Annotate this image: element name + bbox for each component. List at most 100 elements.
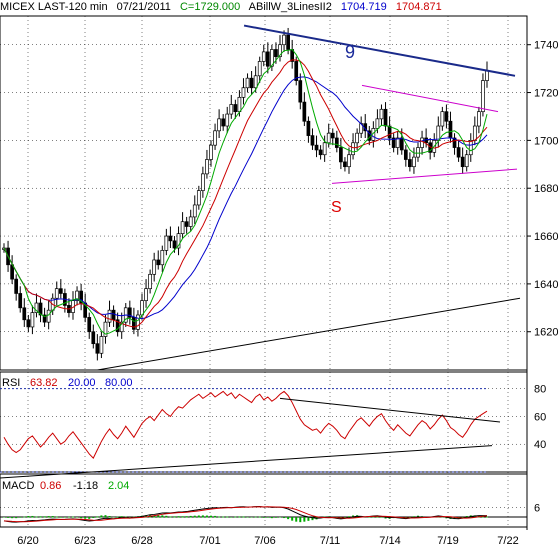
candle-body: [448, 120, 453, 139]
rsi-line: [3, 390, 488, 459]
candle-body: [217, 118, 221, 132]
macd-hist-bar: [201, 515, 204, 518]
candle-body: [184, 221, 189, 227]
candle-body: [209, 144, 213, 160]
macd-hist-bar: [210, 515, 212, 518]
candle-body: [343, 161, 347, 168]
macd-hist-bar: [279, 516, 281, 518]
candle-body: [54, 288, 59, 299]
macd-value-1: 0.86: [40, 480, 61, 492]
candle-body: [326, 132, 331, 144]
candle-body: [160, 250, 165, 266]
macd-hist-bar: [112, 516, 115, 518]
macd-hist-bar: [246, 516, 249, 518]
signal-s-label: S: [331, 199, 342, 216]
candle-body: [468, 140, 473, 156]
macd-hist-bar: [486, 516, 488, 518]
macd-hist-bar: [55, 516, 58, 518]
rsi-label: RSI: [2, 377, 20, 389]
candle-body: [403, 149, 408, 160]
candle-body: [253, 75, 258, 89]
candle-body: [282, 34, 286, 46]
candle-body: [339, 147, 343, 163]
macd-hist-bar: [234, 516, 237, 518]
candle-body: [30, 312, 35, 328]
candle-body: [213, 130, 217, 146]
macd-hist-bar: [177, 516, 180, 518]
macd-hist-bar: [173, 516, 176, 518]
macd-hist-bar: [481, 516, 484, 518]
macd-hist-bar: [295, 517, 298, 522]
candle-body: [383, 108, 388, 127]
candle-body: [420, 137, 424, 148]
macd-hist-bar: [27, 516, 30, 518]
macd-hist-bar: [165, 515, 168, 518]
candle-body: [477, 111, 481, 127]
macd-hist-bar: [299, 517, 302, 523]
macd-hist-bar: [19, 517, 22, 518]
date-tick-label: 7/06: [254, 535, 275, 547]
candle-body: [144, 288, 148, 301]
date-tick-label: 7/19: [437, 535, 458, 547]
rsi-level-high: 80.00: [105, 377, 133, 389]
macd-hist-bar: [67, 516, 70, 518]
macd-hist-bar: [238, 516, 241, 518]
rsi-support-line: [0, 445, 493, 479]
macd-hist-bar: [218, 516, 221, 518]
macd-value-2: -1.18: [73, 480, 98, 492]
macd-hist-bar: [242, 516, 245, 518]
candle-body: [286, 34, 290, 50]
candle-body: [38, 302, 43, 316]
macd-hist-bar: [376, 516, 379, 518]
candle-body: [115, 319, 120, 333]
macd-hist-bar: [116, 516, 119, 518]
macd-hist-bar: [465, 516, 468, 518]
macd-hist-bar: [3, 517, 5, 518]
macd-hist-bar: [80, 517, 83, 519]
macd-hist-bar: [214, 515, 217, 518]
candle-body: [140, 300, 144, 316]
ma-mid-line: [3, 59, 488, 328]
candle-body: [481, 80, 485, 113]
candle-body: [278, 44, 282, 58]
candle-body: [330, 132, 335, 139]
candle-body: [164, 235, 169, 251]
channel-lower-line: [331, 168, 518, 184]
candle-body: [241, 87, 246, 98]
macd-hist-bar: [384, 517, 387, 519]
rsi-value: 63.82: [30, 377, 58, 389]
channel-upper-line: [361, 84, 499, 113]
candle-body: [314, 144, 319, 151]
candle-body: [127, 307, 132, 318]
rsi-level-low: 20.00: [68, 377, 96, 389]
candle-body: [408, 159, 412, 168]
candle-body: [440, 111, 445, 127]
rsi-tick-label: 80: [534, 384, 546, 396]
candle-body: [99, 336, 104, 354]
candle-body: [111, 309, 116, 321]
macd-hist-bar: [181, 516, 184, 518]
candle-body: [172, 240, 177, 249]
ma-slow-line: [3, 76, 488, 320]
macd-hist-bar: [250, 516, 253, 518]
macd-hist-bar: [368, 516, 371, 518]
candle-body: [306, 120, 311, 136]
candle-body: [22, 307, 27, 321]
candle-body: [91, 331, 96, 345]
macd-hist-bar: [348, 516, 350, 518]
candle-body: [322, 142, 327, 156]
date-tick-label: 6/20: [17, 535, 38, 547]
macd-hist-bar: [132, 516, 135, 518]
macd-hist-bar: [408, 517, 411, 518]
resistance-trendline: [243, 24, 516, 77]
candle-body: [294, 61, 299, 81]
macd-hist-bar: [461, 517, 464, 518]
macd-hist-bar: [307, 517, 310, 521]
macd-hist-bar: [230, 517, 233, 518]
macd-hist-bar: [291, 517, 294, 521]
candle-body: [46, 309, 51, 323]
macd-hist-bar: [283, 517, 286, 519]
macd-hist-bar: [39, 516, 42, 518]
macd-hist-bar: [372, 516, 375, 518]
